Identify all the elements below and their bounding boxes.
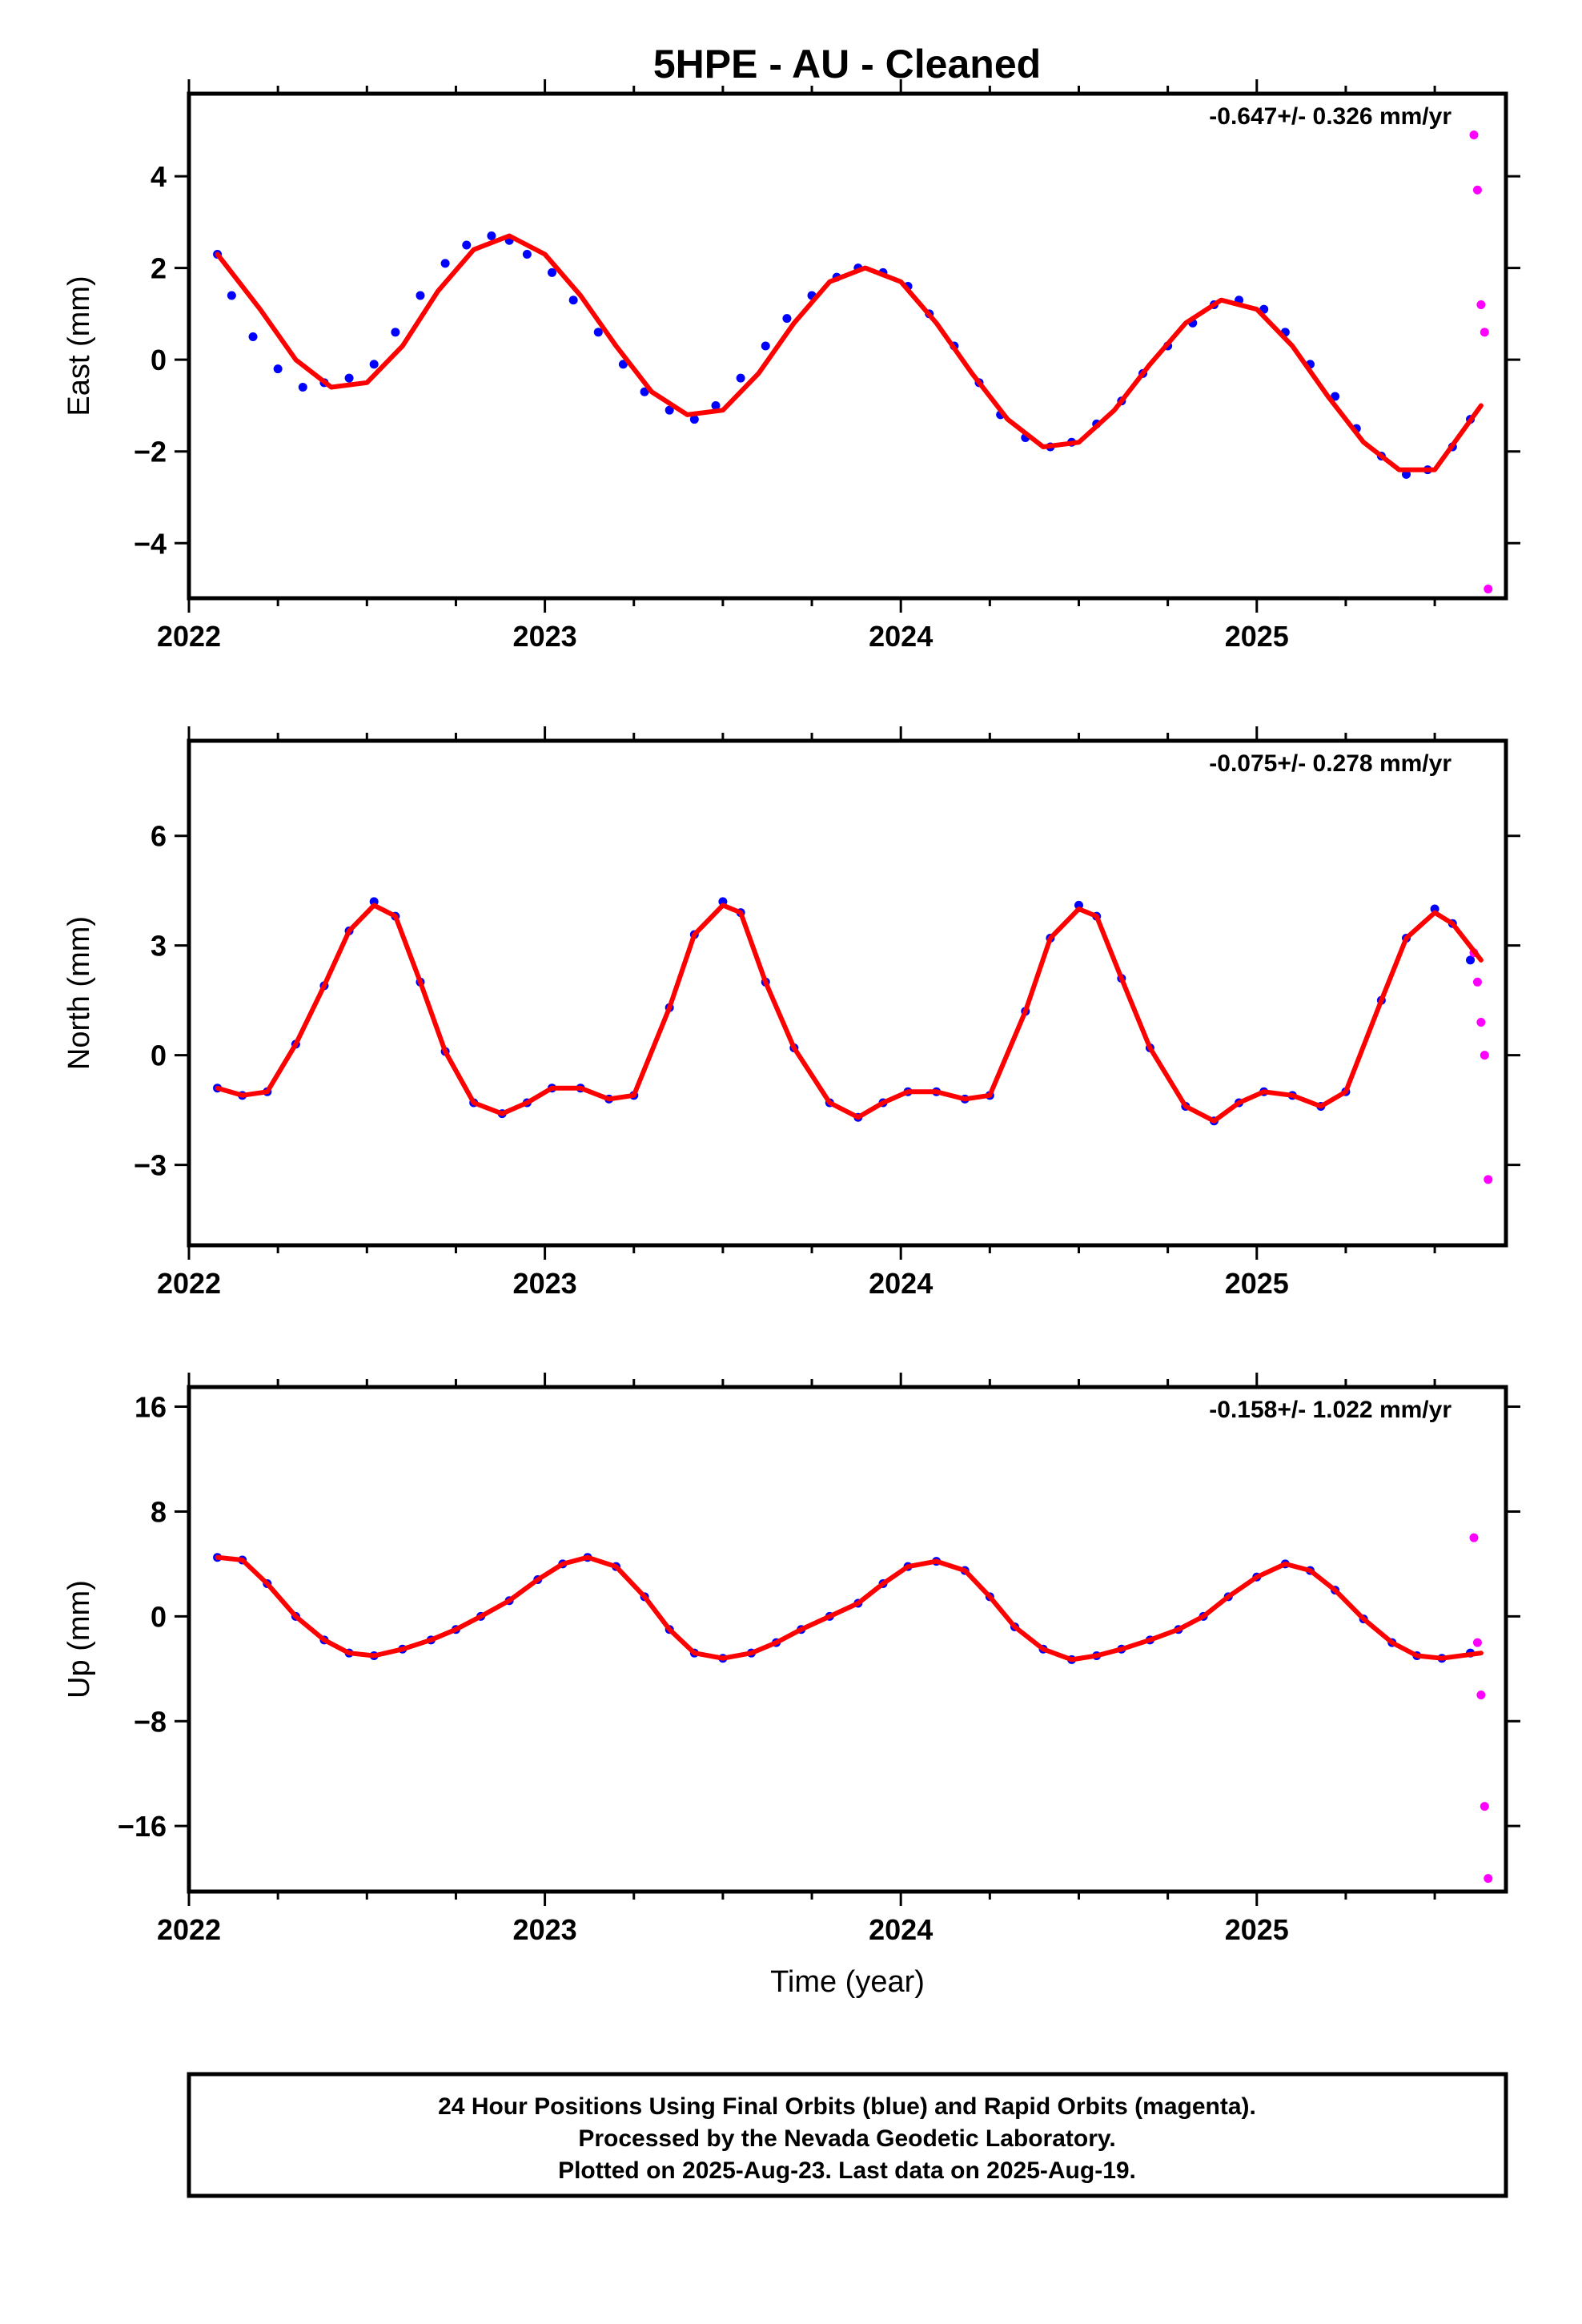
y-tick-label: 3	[151, 930, 167, 963]
data-point	[665, 405, 674, 415]
footer-line-2: Processed by the Nevada Geodetic Laborat…	[578, 2125, 1115, 2152]
plot-area	[213, 131, 1493, 594]
figure-title: 5HPE - AU - Cleaned	[653, 42, 1041, 86]
data-point	[736, 373, 745, 383]
y-tick-label: −3	[134, 1149, 167, 1182]
y-tick-label: 8	[151, 1495, 167, 1528]
data-point	[227, 291, 236, 300]
x-tick-label: 2025	[1225, 1913, 1289, 1946]
data-point	[1472, 1638, 1482, 1647]
data-point	[1430, 904, 1439, 914]
x-tick-label: 2022	[157, 620, 221, 653]
data-point	[761, 341, 770, 351]
data-point	[689, 415, 699, 424]
data-point	[391, 328, 400, 337]
panels-group: 2022 2023 2024 2025 −4 −2 0 2 4 East (mm) -0.647+/…	[62, 79, 1520, 1999]
data-point	[1484, 1175, 1493, 1184]
y-tick-label: 0	[151, 344, 167, 376]
plot-frame	[187, 738, 1508, 1248]
data-point	[416, 291, 425, 300]
data-point	[440, 259, 450, 268]
data-point	[462, 240, 472, 250]
y-axis-label: North (mm)	[62, 916, 96, 1070]
panel-3: 2022 2023 2024 2025 −16 −8 0 8 16 Up (mm) Time (ye…	[62, 1373, 1520, 1999]
data-point	[568, 296, 578, 305]
x-tick-label: 2025	[1225, 1267, 1289, 1300]
data-point	[344, 373, 354, 383]
footer-box: 24 Hour Positions Using Final Orbits (bl…	[187, 2072, 1508, 2198]
x-tick-label: 2023	[513, 1913, 577, 1946]
data-point	[1484, 1874, 1493, 1884]
seasonal-fit-line	[215, 1554, 1484, 1663]
data-point	[1484, 585, 1493, 594]
data-point	[593, 328, 603, 337]
data-point	[273, 364, 283, 374]
plot-frame	[187, 91, 1508, 601]
data-point	[547, 267, 556, 277]
data-point	[487, 231, 496, 241]
y-tick-label: 6	[151, 820, 167, 853]
data-point	[1480, 328, 1489, 337]
data-point	[298, 383, 307, 392]
y-tick-label: 0	[151, 1039, 167, 1072]
y-tick-label: 0	[151, 1600, 167, 1633]
data-point	[1476, 300, 1486, 309]
x-tick-label: 2025	[1225, 620, 1289, 653]
panel-1: 2022 2023 2024 2025 −4 −2 0 2 4 East (mm) -0.647+/…	[62, 79, 1520, 653]
footer-line-3: Plotted on 2025-Aug-23. Last data on 202…	[558, 2157, 1136, 2184]
y-tick-label: 4	[151, 160, 167, 193]
x-tick-label: 2024	[869, 620, 933, 653]
data-point	[1469, 1533, 1479, 1542]
data-point	[369, 360, 379, 369]
y-tick-label: 16	[135, 1391, 167, 1424]
data-point	[1469, 131, 1479, 140]
y-tick-label: −8	[134, 1705, 167, 1738]
plot-area	[213, 897, 1493, 1184]
y-axis-label: East (mm)	[62, 275, 96, 416]
x-tick-label: 2022	[157, 1267, 221, 1300]
data-point	[711, 400, 721, 410]
x-tick-label: 2023	[513, 1267, 577, 1300]
x-axis-label: Time (year)	[770, 1965, 925, 1999]
data-point	[618, 360, 628, 369]
y-tick-label: −16	[118, 1810, 167, 1843]
velocity-annotation: -0.075+/- 0.278 mm/yr	[1209, 750, 1452, 777]
x-tick-label: 2023	[513, 620, 577, 653]
seasonal-fit-line	[215, 233, 1484, 472]
y-tick-label: −2	[134, 436, 167, 468]
velocity-annotation: -0.647+/- 0.326 mm/yr	[1209, 103, 1452, 130]
data-point	[1331, 392, 1340, 401]
data-point	[1466, 955, 1476, 965]
footer-line-1: 24 Hour Positions Using Final Orbits (bl…	[438, 2093, 1256, 2120]
x-tick-label: 2022	[157, 1913, 221, 1946]
footer-frame	[187, 2072, 1508, 2198]
data-point	[640, 387, 649, 396]
panel-2: 2022 2023 2024 2025 −3 0 3 6 North (mm) -0.075+/-…	[62, 726, 1520, 1300]
data-point	[1476, 1018, 1486, 1027]
y-tick-label: 2	[151, 252, 167, 285]
data-point	[1472, 185, 1482, 195]
x-tick-label: 2024	[869, 1267, 933, 1300]
velocity-annotation: -0.158+/- 1.022 mm/yr	[1209, 1397, 1452, 1423]
y-tick-label: −4	[134, 527, 167, 560]
data-point	[1402, 469, 1411, 479]
data-point	[1480, 1802, 1489, 1811]
data-point	[782, 314, 792, 324]
seasonal-fit-line	[215, 903, 1484, 1124]
y-axis-label: Up (mm)	[62, 1580, 96, 1699]
data-point	[522, 249, 532, 259]
plot-area	[213, 1533, 1493, 1884]
x-tick-label: 2024	[869, 1913, 933, 1946]
plot-frame	[187, 1385, 1508, 1894]
data-point	[1472, 977, 1482, 987]
data-point	[248, 332, 258, 342]
data-point	[1480, 1051, 1489, 1060]
data-point	[1476, 1691, 1486, 1700]
